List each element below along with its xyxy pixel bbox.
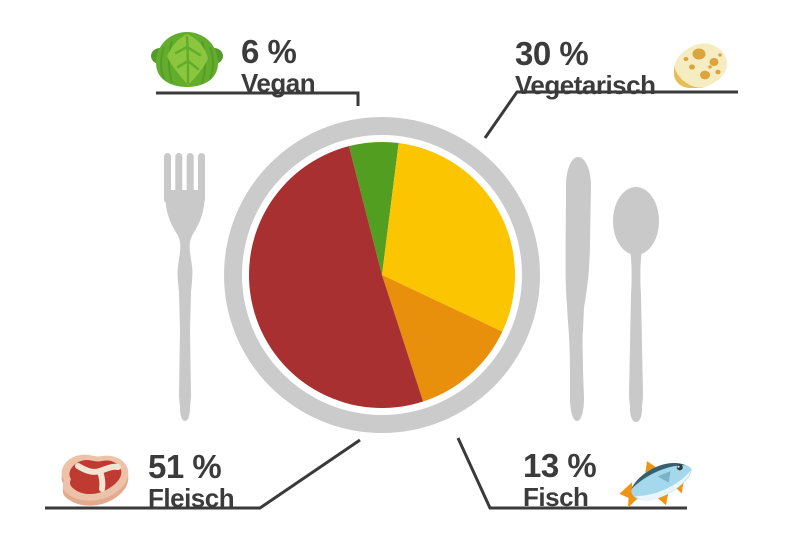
vegetarisch-percent: 30 % <box>515 35 589 72</box>
pie-slice-fisch <box>382 275 503 402</box>
pie-slice-fleisch <box>248 146 424 409</box>
cabbage-icon <box>151 32 223 87</box>
callout-line-vegetarisch <box>483 90 738 139</box>
spoon-icon <box>613 187 659 422</box>
fisch-label: Fisch <box>523 482 589 512</box>
cheese-icon <box>674 43 728 88</box>
legend-fleisch: 51 % Fleisch <box>50 446 235 513</box>
fleisch-percent: 51 % <box>148 448 222 485</box>
pie-slice-vegetarisch <box>382 143 515 332</box>
fisch-percent: 13 % <box>523 447 597 484</box>
callout-line-fisch <box>456 437 687 510</box>
pie-chart <box>248 142 515 409</box>
pie-slice-vegan <box>348 142 399 275</box>
steak-icon <box>61 454 129 506</box>
legend-vegan: 6 % Vegan <box>150 31 316 98</box>
vegan-percent: 6 % <box>241 33 297 70</box>
legend-vegetarisch: 30 % Vegetarisch <box>515 37 731 99</box>
knife-icon <box>565 157 591 421</box>
fish-icon <box>619 461 692 508</box>
callout-line-vegan <box>156 91 360 106</box>
callout-line-fleisch <box>45 438 361 510</box>
vegetarisch-label: Vegetarisch <box>515 70 656 100</box>
fork-icon <box>164 153 205 421</box>
fleisch-label: Fleisch <box>148 483 235 513</box>
callout-lines <box>45 90 738 510</box>
legend-fisch: 13 % Fisch <box>523 449 698 513</box>
vegan-label: Vegan <box>241 68 316 98</box>
